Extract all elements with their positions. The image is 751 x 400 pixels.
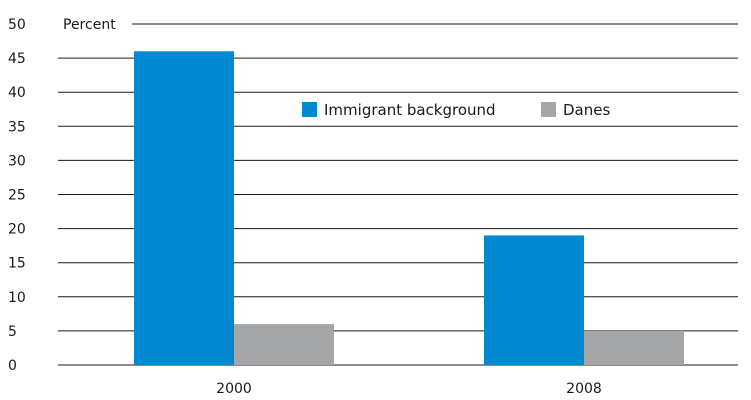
y-tick-label-40: 40	[8, 85, 26, 101]
y-tick-label-5: 5	[8, 324, 17, 340]
y-tick-label-45: 45	[8, 51, 26, 67]
y-tick-label-0: 0	[8, 358, 17, 374]
y-tick-label-25: 25	[8, 188, 26, 204]
y-tick-label-20: 20	[8, 222, 26, 238]
bar-immigrant-background-2000	[134, 51, 234, 365]
x-axis-categories: 2000 2008	[216, 381, 602, 397]
y-tick-label-10: 10	[8, 290, 26, 306]
legend-swatch-immigrant-background	[302, 102, 317, 117]
legend-label-immigrant-background: Immigrant background	[324, 101, 496, 119]
bar-danes-2000	[234, 324, 334, 365]
y-tick-label-30: 30	[8, 153, 26, 169]
x-category-label-2000: 2000	[216, 381, 252, 397]
y-tick-label-15: 15	[8, 256, 26, 272]
bar-danes-2008	[584, 330, 684, 365]
legend-swatch-danes	[541, 102, 556, 117]
y-tick-label-35: 35	[8, 119, 26, 135]
bars	[134, 51, 684, 365]
x-category-label-2008: 2008	[566, 381, 602, 397]
y-axis-ticks: 0 5 10 15 20 25 30 35 40 45 50	[8, 17, 26, 374]
legend: Immigrant background Danes	[302, 101, 610, 119]
legend-label-danes: Danes	[563, 101, 610, 119]
y-tick-label-50: 50	[8, 17, 26, 33]
y-axis-unit-label: Percent	[63, 17, 116, 33]
bar-immigrant-background-2008	[484, 235, 584, 365]
